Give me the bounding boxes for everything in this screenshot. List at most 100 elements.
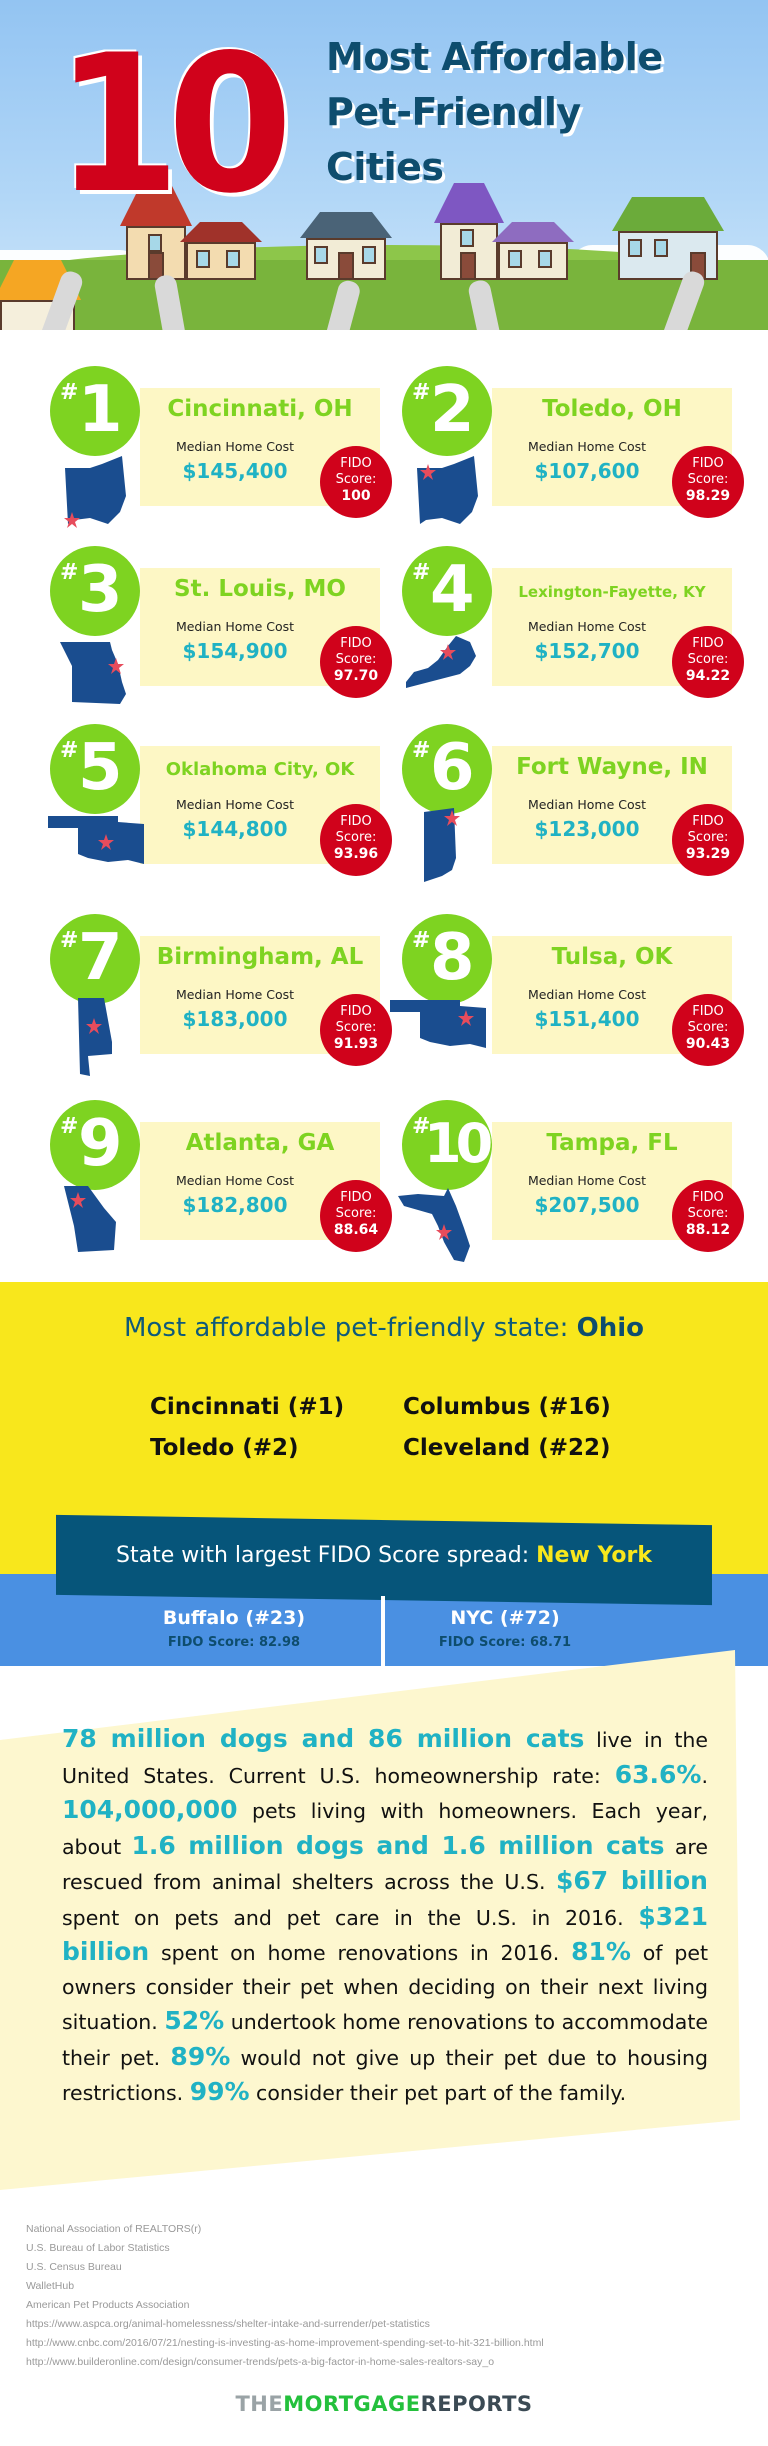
median-home-cost-label: Median Home Cost — [175, 797, 295, 812]
city-card-9: #9 Atlanta, GA Median Home Cost $182,800… — [40, 1090, 392, 1270]
median-home-cost-label: Median Home Cost — [175, 439, 295, 454]
source-item: WalletHub — [26, 2280, 75, 2292]
median-home-cost-value: $207,500 — [534, 1193, 640, 1217]
brand-logo[interactable]: THEMORTGAGEREPORTS — [235, 2392, 533, 2416]
rank-badge: #3 — [50, 546, 140, 636]
city-name: Lexington-Fayette, KY — [518, 583, 706, 601]
source-link[interactable]: http://www.builderonline.com/design/cons… — [26, 2356, 495, 2368]
fido-score-badge: FIDO Score: 98.29 — [672, 446, 744, 518]
source-link[interactable]: https://www.aspca.org/animal-homelessnes… — [26, 2318, 430, 2330]
city-card-1: #1 Cincinnati, OH Median Home Cost $145,… — [40, 356, 392, 536]
city-name: Toledo, OH — [542, 396, 682, 422]
fido-score-badge: FIDO Score: 93.29 — [672, 804, 744, 876]
fido-score-badge: FIDO Score: 88.12 — [672, 1180, 744, 1252]
rank-badge: #8 — [402, 914, 492, 1004]
source-item: American Pet Products Association — [26, 2299, 190, 2311]
median-home-cost-label: Median Home Cost — [527, 987, 647, 1002]
city-card-4: #4 Lexington-Fayette, KY Median Home Cos… — [392, 536, 744, 716]
ny-city-name: Buffalo (#23) — [162, 1607, 306, 1629]
city-name: St. Louis, MO — [174, 576, 346, 602]
kentucky-map-icon — [406, 636, 476, 688]
ohio-city: Columbus (#16) — [403, 1394, 611, 1420]
florida-map-icon — [398, 1188, 470, 1262]
oklahoma-map-icon — [390, 1000, 486, 1048]
city-card-2: #2 Toledo, OH Median Home Cost $107,600 … — [392, 356, 744, 536]
source-item: U.S. Census Bureau — [26, 2261, 122, 2273]
source-link[interactable]: http://www.cnbc.com/2016/07/21/nesting-i… — [26, 2337, 544, 2349]
median-home-cost-value: $144,800 — [182, 817, 288, 841]
ohio-city: Cleveland (#22) — [403, 1435, 611, 1461]
rank-badge: #1 — [50, 366, 140, 456]
city-name: Birmingham, AL — [156, 944, 364, 970]
source-item: National Association of REALTORS(r) — [26, 2223, 202, 2235]
rank-badge: #4 — [402, 546, 492, 636]
city-name: Atlanta, GA — [185, 1130, 335, 1156]
city-card-8: #8 Tulsa, OK Median Home Cost $151,400 F… — [390, 904, 744, 1084]
fido-score-badge: FIDO Score: 97.70 — [320, 626, 392, 698]
house — [180, 222, 262, 280]
affordable-state-heading: Most affordable pet-friendly state: Ohio — [123, 1313, 645, 1343]
house — [434, 183, 504, 280]
median-home-cost-value: $183,000 — [182, 1007, 288, 1031]
page-title: Most Affordable Pet-Friendly Cities — [326, 35, 663, 189]
median-home-cost-label: Median Home Cost — [527, 439, 647, 454]
median-home-cost-value: $123,000 — [534, 817, 640, 841]
missouri-map-icon — [60, 642, 126, 704]
source-item: U.S. Bureau of Labor Statistics — [26, 2242, 170, 2254]
rank-badge: #5 — [50, 724, 140, 814]
spread-state-heading: State with largest FIDO Score spread: Ne… — [116, 1543, 652, 1568]
ny-city-score: FIDO Score: 68.71 — [438, 1635, 572, 1650]
city-name: Fort Wayne, IN — [516, 754, 708, 780]
city-card-6: #6 Fort Wayne, IN Median Home Cost $123,… — [392, 714, 744, 894]
median-home-cost-value: $152,700 — [534, 639, 640, 663]
ohio-city: Cincinnati (#1) — [150, 1394, 345, 1420]
fido-score-badge: FIDO Score: 91.93 — [320, 994, 392, 1066]
city-name: Cincinnati, OH — [167, 396, 353, 422]
house — [492, 222, 574, 280]
city-card-3: #3 St. Louis, MO Median Home Cost $154,9… — [40, 536, 392, 716]
rank-badge: #6 — [402, 724, 492, 814]
hero-number: 10 — [55, 14, 293, 235]
city-card-7: #7 Birmingham, AL Median Home Cost $183,… — [40, 904, 392, 1084]
facts-panel — [0, 1650, 740, 2190]
median-home-cost-label: Median Home Cost — [527, 1173, 647, 1188]
fido-score-badge: FIDO Score: 90.43 — [672, 994, 744, 1066]
house — [120, 186, 192, 280]
city-card-5: #5 Oklahoma City, OK Median Home Cost $1… — [40, 714, 392, 894]
city-name: Tampa, FL — [546, 1130, 678, 1156]
ohio-map-icon — [64, 456, 126, 528]
rank-badge: #9 — [50, 1100, 140, 1190]
hero-banner: 10 Most Affordable Pet-Friendly Cities — [0, 0, 768, 330]
house — [612, 197, 724, 280]
median-home-cost-value: $107,600 — [534, 459, 640, 483]
ohio-city: Toledo (#2) — [150, 1435, 299, 1461]
facts-paragraph: 78 million dogs and 86 million cats live… — [62, 1724, 709, 2106]
sources-list: National Association of REALTORS(r) U.S.… — [26, 2220, 544, 2372]
median-home-cost-label: Median Home Cost — [527, 797, 647, 812]
indiana-map-icon — [424, 808, 460, 882]
median-home-cost-value: $182,800 — [182, 1193, 288, 1217]
ny-city-score: FIDO Score: 82.98 — [167, 1635, 301, 1650]
median-home-cost-label: Median Home Cost — [175, 619, 295, 634]
alabama-map-icon — [78, 998, 112, 1076]
median-home-cost-label: Median Home Cost — [175, 1173, 295, 1188]
median-home-cost-value: $154,900 — [182, 639, 288, 663]
georgia-map-icon — [64, 1186, 116, 1252]
fido-score-badge: FIDO Score: 94.22 — [672, 626, 744, 698]
divider — [381, 1596, 385, 1666]
median-home-cost-value: $145,400 — [182, 459, 288, 483]
rank-badge: #2 — [402, 366, 492, 456]
city-name: Tulsa, OK — [551, 944, 673, 970]
fido-score-badge: FIDO Score: 100 — [320, 446, 392, 518]
rank-badge: #10 — [402, 1100, 492, 1190]
median-home-cost-label: Median Home Cost — [527, 619, 647, 634]
ny-city-name: NYC (#72) — [450, 1607, 560, 1629]
fido-score-badge: FIDO Score: 88.64 — [320, 1180, 392, 1252]
city-name: Oklahoma City, OK — [165, 759, 355, 780]
city-card-10: #10 Tampa, FL Median Home Cost $207,500 … — [392, 1090, 744, 1270]
ohio-map-icon — [417, 456, 478, 524]
median-home-cost-value: $151,400 — [534, 1007, 640, 1031]
house — [300, 212, 392, 280]
median-home-cost-label: Median Home Cost — [175, 987, 295, 1002]
fido-score-badge: FIDO Score: 93.96 — [320, 804, 392, 876]
